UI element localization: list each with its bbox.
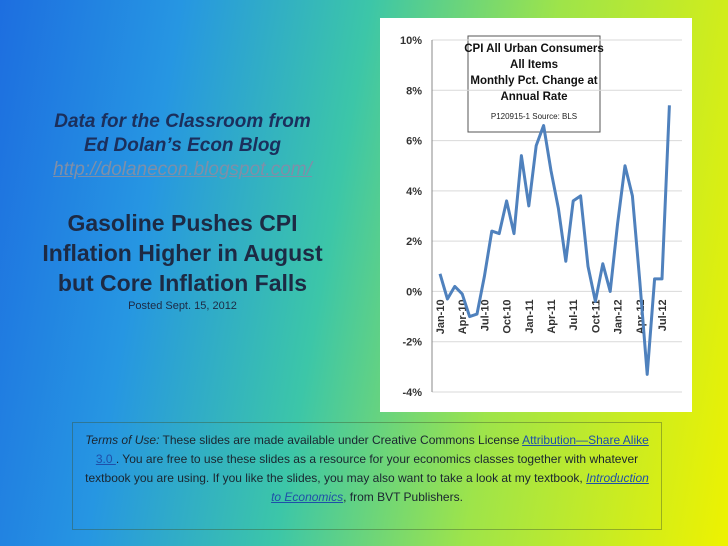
x-tick-label: Apr-10: [457, 299, 469, 334]
y-tick-label: 4%: [406, 186, 422, 198]
x-tick-label: Jan-12: [613, 299, 625, 334]
terms-text: , from BVT Publishers.: [343, 490, 463, 504]
headline: Inflation Higher in August: [42, 240, 323, 266]
terms-text: These slides are made available under Cr…: [159, 433, 523, 447]
y-tick-label: 8%: [406, 85, 422, 97]
title-box: [467, 35, 601, 133]
chart-note: P120915-1 Source: BLS: [491, 112, 577, 121]
headline: but Core Inflation Falls: [57, 270, 308, 296]
heading: Ed Dolan’s Econ Blog: [83, 135, 282, 156]
chart-title: CPI All Urban Consumers: [464, 43, 604, 55]
left-text: Data for the Classroom from Ed Dolan’s E…: [20, 110, 345, 312]
headline: Gasoline Pushes CPI: [67, 210, 298, 236]
chart-title: Monthly Pct. Change at: [470, 75, 597, 87]
posted-date: Posted Sept. 15, 2012: [128, 300, 237, 312]
y-tick-label: 2%: [406, 236, 422, 248]
blog-link[interactable]: http://dolanecon.blogspot.com/: [53, 159, 312, 180]
y-tick-label: -2%: [402, 337, 422, 349]
x-tick-label: Oct-11: [590, 299, 602, 333]
x-tick-label: Jan-10: [435, 299, 447, 334]
y-tick-label: 0%: [406, 286, 422, 298]
terms-label: Terms of Use:: [85, 433, 160, 447]
y-tick-label: 6%: [406, 136, 422, 148]
heading: Data for the Classroom from: [54, 111, 311, 132]
x-tick-label: Jul-10: [479, 299, 491, 331]
textbook-link[interactable]: Introduction to Economics: [271, 471, 649, 504]
chart-title: Annual Rate: [500, 91, 567, 103]
chart-title: All Items: [510, 59, 558, 71]
x-tick-label: Oct-10: [502, 299, 514, 333]
license-link[interactable]: Attribution—Share Alike 3.0: [95, 433, 649, 466]
y-tick-label: 10%: [400, 35, 422, 47]
cpi-line: [438, 105, 671, 376]
x-tick-label: Jul-12: [657, 299, 669, 331]
x-tick-label: Apr-11: [546, 299, 558, 333]
terms-of-use: Terms of Use: These slides are made avai…: [72, 422, 662, 530]
terms-text: . You are free to use these slides as a …: [85, 452, 639, 485]
x-tick-label: Jan-11: [524, 299, 536, 333]
y-tick-label: -4%: [402, 387, 422, 399]
x-tick-label: Jul-11: [568, 299, 580, 330]
